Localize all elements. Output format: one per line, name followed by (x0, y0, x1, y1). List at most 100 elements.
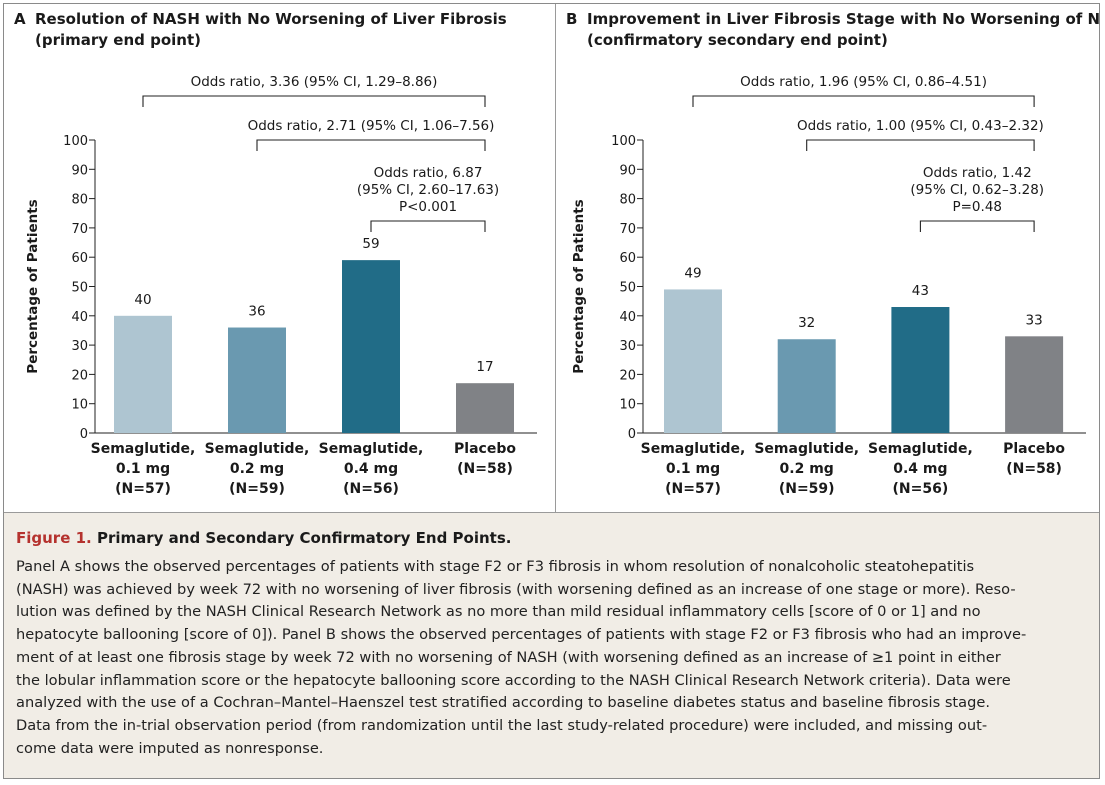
panel-a-letter: A (14, 10, 26, 28)
panel-a-bar-value-label: 59 (362, 236, 379, 252)
panel-a-y-tick-label: 20 (71, 368, 88, 383)
panel-a-odds-bracket (142, 95, 486, 107)
panel-b-category-label-line: 0.2 mg (780, 461, 834, 477)
panel-b-y-tick-label: 20 (619, 368, 636, 383)
panel-b-odds-bracket (806, 139, 1035, 151)
panel-a-y-tick-label: 100 (63, 134, 88, 149)
panel-b-category-label: Semaglutide, 0.2 mg (N=59) (754, 441, 859, 497)
panel-b-bar-value-label: 43 (912, 283, 929, 299)
panel-a-category-label-line: Semaglutide, (319, 441, 424, 457)
panel-b-bar (777, 339, 836, 433)
panel-b-category-label-line: Semaglutide, (641, 441, 746, 457)
panel-b-title-line: (confirmatory secondary end point) (587, 31, 888, 49)
panel-b-odds-ratio-text: Odds ratio, 1.96 (95% CI, 0.86–4.51) (740, 74, 987, 90)
caption-line: the lobular inflammation score or the he… (16, 671, 1011, 689)
panel-a-bar (456, 383, 514, 433)
caption-line: come data were imputed as nonresponse. (16, 739, 324, 757)
panel-b-odds-bracket (692, 95, 1035, 107)
panel-b-odds-ratio-text: Odds ratio, 1.42 (923, 165, 1032, 181)
panel-b-category-label-line: Semaglutide, (868, 441, 973, 457)
panel-a-category-label-line: (N=58) (457, 461, 513, 477)
panel-a-y-tick-label: 30 (71, 339, 88, 354)
panel-a-y-tick-label: 80 (71, 193, 88, 208)
panel-a-bar (342, 260, 400, 433)
panel-a-odds-ratio-text: Odds ratio, 6.87 (374, 165, 483, 181)
caption-line: hepatocyte ballooning [score of 0]). Pan… (16, 626, 1027, 644)
figure-panels: A Resolution of NASH with No Worsening of… (4, 4, 1099, 512)
panel-a-title-line: (primary end point) (35, 31, 201, 49)
caption-line: (NASH) was achieved by week 72 with no w… (16, 580, 1016, 598)
panel-b-category-label-line: 0.1 mg (666, 461, 720, 477)
panel-a-y-axis-label: Percentage of Patients (25, 199, 41, 373)
panel-a-chart: A Resolution of NASH with No Worsening of… (14, 10, 537, 497)
panel-a-y-tick-label: 70 (71, 222, 88, 237)
panel-a-bar (228, 327, 286, 433)
panel-b-category-label: Semaglutide, 0.4 mg (N=56) (868, 441, 973, 497)
panel-a-category-label-line: (N=57) (115, 481, 171, 497)
panel-a-category-label-line: 0.1 mg (116, 461, 170, 477)
panel-a-bar (114, 315, 172, 433)
figure: A Resolution of NASH with No Worsening of… (3, 3, 1100, 779)
panel-a-category-label-line: (N=59) (229, 481, 285, 497)
panel-a-category-label-line: 0.4 mg (344, 461, 398, 477)
panel-b-y-tick-label: 40 (619, 310, 636, 325)
panel-b-odds-ratio-text: Odds ratio, 1.00 (95% CI, 0.43–2.32) (797, 118, 1044, 134)
panel-a-category-label-line: (N=56) (343, 481, 399, 497)
panel-b-y-axis-label: Percentage of Patients (571, 199, 587, 373)
caption-body: Panel A shows the observed percentages o… (16, 556, 1085, 760)
panel-b-bar (891, 307, 950, 433)
caption-line: Panel A shows the observed percentages o… (16, 558, 975, 575)
panel-a-category-label: Placebo (N=58) (454, 441, 516, 477)
panel-b-title-line: Improvement in Liver Fibrosis Stage with… (587, 10, 1099, 28)
panel-a-title-line: Resolution of NASH with No Worsening of … (35, 10, 507, 28)
panel-a-odds-bracket (370, 220, 486, 232)
caption-line: lution was defined by the NASH Clinical … (16, 603, 981, 621)
panel-b-y-tick-label: 90 (619, 163, 636, 178)
panel-a-odds-ratio-text: Odds ratio, 3.36 (95% CI, 1.29–8.86) (191, 74, 438, 90)
panel-a-odds-ratio-text: (95% CI, 2.60–17.63) (357, 182, 499, 198)
panel-b-letter: B (566, 10, 577, 28)
panel-b-odds-bracket (919, 220, 1035, 232)
panel-b-y-tick-label: 0 (628, 427, 636, 442)
panel-a-odds-bracket (256, 139, 486, 151)
panel-a-y-tick-label: 50 (71, 281, 88, 296)
panel-b-chart: B Improvement in Liver Fibrosis Stage wit… (566, 10, 1099, 497)
panel-a-category-label-line: Semaglutide, (91, 441, 196, 457)
panel-a-odds-ratio-text: P<0.001 (399, 199, 457, 215)
panel-b-y-tick-label: 30 (619, 339, 636, 354)
panel-a-bar-value-label: 40 (134, 292, 151, 308)
panel-divider (555, 4, 556, 512)
panel-a-category-label: Semaglutide, 0.4 mg (N=56) (319, 441, 424, 497)
panel-b-category-label-line: Placebo (1003, 441, 1065, 457)
panel-b-category-label-line: 0.4 mg (893, 461, 947, 477)
panel-b-category-label: Semaglutide, 0.1 mg (N=57) (641, 441, 746, 497)
figure-caption: Figure 1. Primary and Secondary Confirma… (4, 512, 1099, 778)
panel-a-y-tick-label: 10 (71, 398, 88, 413)
panel-a-category-label: Semaglutide, 0.1 mg (N=57) (91, 441, 196, 497)
panel-b-bar-value-label: 33 (1026, 312, 1043, 328)
panel-b-bar (1005, 336, 1064, 433)
panel-b-y-tick-label: 10 (619, 398, 636, 413)
panel-b-category-label-line: (N=56) (893, 481, 949, 497)
panel-a-y-tick-label: 60 (71, 251, 88, 266)
panel-b-bar (664, 289, 722, 433)
panel-b-odds-ratio-text: P=0.48 (952, 199, 1002, 215)
panel-a-y-tick-label: 90 (71, 163, 88, 178)
caption-figure-label: Figure 1. (16, 529, 92, 547)
panel-a-category-label: Semaglutide, 0.2 mg (N=59) (205, 441, 310, 497)
panel-b-category-label-line: (N=57) (665, 481, 721, 497)
panel-a-y-tick-label: 0 (80, 427, 88, 442)
panel-b-y-tick-label: 70 (619, 222, 636, 237)
caption-title-row: Figure 1. Primary and Secondary Confirma… (16, 529, 1085, 547)
panel-a-bar-value-label: 17 (476, 359, 493, 375)
caption-title: Primary and Secondary Confirmatory End P… (96, 529, 512, 547)
panel-b-y-tick-label: 50 (619, 281, 636, 296)
panel-a-category-label-line: Placebo (454, 441, 516, 457)
panel-b-category-label-line: Semaglutide, (754, 441, 859, 457)
panel-a-category-label-line: 0.2 mg (230, 461, 284, 477)
panel-a-category-label-line: Semaglutide, (205, 441, 310, 457)
caption-line: analyzed with the use of a Cochran–Mante… (16, 694, 990, 712)
panel-b-bar-value-label: 32 (798, 315, 815, 331)
panel-b-y-tick-label: 80 (619, 193, 636, 208)
caption-line: Data from the in-trial observation perio… (16, 716, 988, 734)
